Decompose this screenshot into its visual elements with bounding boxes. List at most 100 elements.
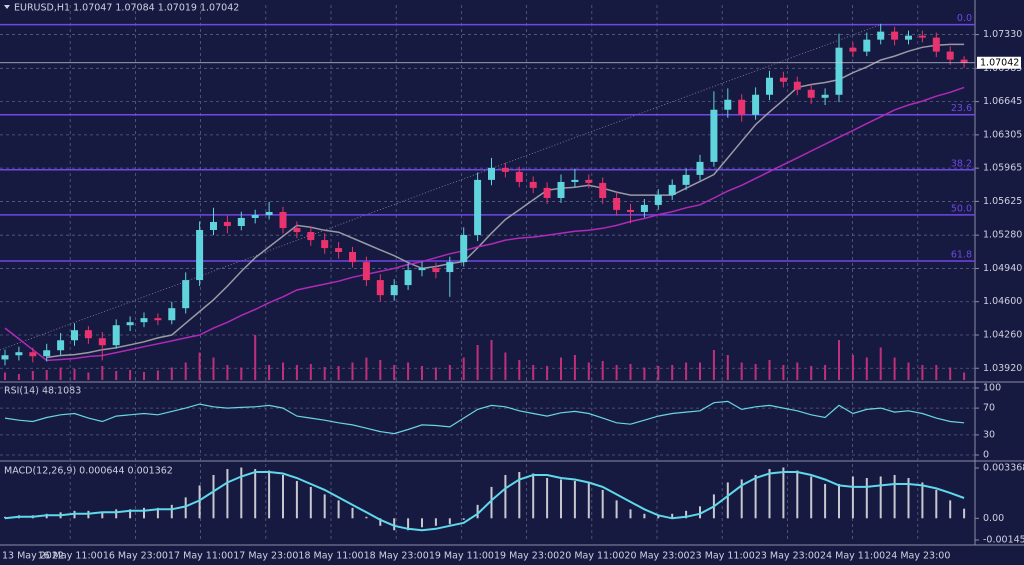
volume-bar <box>365 357 368 380</box>
macd-bar <box>323 494 326 519</box>
candle-body <box>793 81 801 90</box>
macd-bar <box>226 469 229 519</box>
fib-label: 0.0 <box>957 13 972 24</box>
macd-bar <box>351 507 354 519</box>
candle-body <box>223 221 231 226</box>
macd-bar <box>615 500 618 519</box>
candle-body <box>821 94 829 98</box>
volume-bar <box>337 366 340 380</box>
candle-body <box>585 179 593 183</box>
x-tick-label: 17 May 23:00 <box>233 551 298 562</box>
macd-bar <box>573 480 576 519</box>
macd-bar <box>824 483 827 519</box>
macd-bar <box>963 508 966 519</box>
candle-body <box>738 99 746 115</box>
y-tick-label: 1.06645 <box>983 96 1022 107</box>
volume-bar <box>254 335 257 380</box>
y-tick-label: 1.04600 <box>983 296 1022 307</box>
volume-bar <box>351 362 354 380</box>
macd-bar <box>434 518 437 526</box>
fib-label: 38.2 <box>951 158 972 169</box>
volume-bar <box>156 370 159 380</box>
volume-bar <box>448 365 451 380</box>
candle-body <box>849 47 857 52</box>
y-tick-label: 1.06305 <box>983 129 1022 140</box>
volume-bar <box>712 350 715 380</box>
volume-bar <box>129 370 132 380</box>
volume-bar <box>4 372 6 380</box>
volume-bar <box>101 366 104 380</box>
macd-bar <box>754 474 757 519</box>
fib-label: 23.6 <box>951 103 972 114</box>
candle-body <box>43 350 51 357</box>
candle-body <box>543 187 551 198</box>
volume-bar <box>143 372 145 380</box>
macd-bar <box>198 485 201 519</box>
volume-bar <box>921 365 924 380</box>
candle-body <box>571 179 579 182</box>
volume-bar <box>476 345 479 380</box>
macd-bar <box>407 518 410 531</box>
candle-body <box>613 197 621 210</box>
volume-bar <box>268 365 271 380</box>
volume-bar <box>17 374 20 380</box>
fib-label: 50.0 <box>951 203 972 214</box>
volume-bar <box>629 364 632 380</box>
candle-body <box>474 179 482 235</box>
x-tick-label: 18 May 23:00 <box>364 551 429 562</box>
candle-body <box>265 211 273 216</box>
candle-body <box>418 268 426 271</box>
macd-bar <box>282 474 284 519</box>
candle-body <box>766 77 773 95</box>
candle-body <box>112 325 120 346</box>
candle-body <box>140 318 148 323</box>
macd-bar <box>879 476 882 519</box>
candle-body <box>627 209 634 212</box>
y-tick-label: 1.07330 <box>983 29 1022 40</box>
macd-bar <box>462 518 465 520</box>
macd-bar <box>629 509 632 519</box>
candle-body <box>835 47 843 95</box>
volume-bar <box>462 357 465 380</box>
macd-bar <box>337 500 340 519</box>
macd-bar <box>699 506 701 519</box>
macd-bar <box>685 510 688 519</box>
macd-bar <box>782 467 785 519</box>
macd-bar <box>393 518 396 531</box>
macd-bar <box>240 467 243 519</box>
volume-bar <box>59 367 62 380</box>
macd-bar <box>935 489 938 519</box>
volume-bar <box>851 355 854 380</box>
candle-body <box>71 330 78 341</box>
y-tick-label: 1.05280 <box>983 230 1022 241</box>
volume-bar <box>45 370 48 380</box>
volume-bar <box>282 362 284 380</box>
volume-bar <box>796 362 799 380</box>
macd-bar <box>268 470 271 519</box>
candle-body <box>807 89 815 98</box>
macd-bar <box>184 497 187 519</box>
moving-average <box>4 86 965 362</box>
volume-bar <box>657 366 660 380</box>
macd-bar <box>254 469 257 519</box>
macd-bar <box>476 504 479 519</box>
candle-body <box>696 161 704 175</box>
candle-body <box>293 228 301 233</box>
candle-body <box>960 59 968 63</box>
fib-label: 61.8 <box>951 250 972 261</box>
macd-bar <box>907 477 910 519</box>
candle-body <box>279 211 287 229</box>
x-tick-label: 19 May 11:00 <box>429 551 494 562</box>
volume-bar <box>879 347 882 380</box>
volume-bar <box>379 360 382 380</box>
candle-body <box>891 31 899 40</box>
macd-bar <box>838 483 840 519</box>
candle-body <box>779 77 787 82</box>
macd-bar <box>365 516 368 519</box>
volume-bar <box>240 367 243 380</box>
candle-body <box>98 338 106 346</box>
volume-bar <box>699 362 701 380</box>
